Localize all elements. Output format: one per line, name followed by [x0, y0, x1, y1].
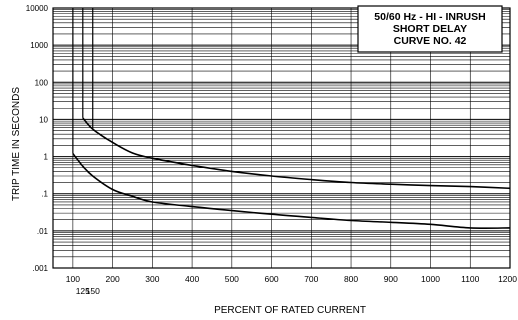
y-tick-label: 10000 — [26, 4, 49, 13]
title-box-border — [357, 5, 503, 53]
x-tick-label: 900 — [384, 274, 398, 284]
x-tick-label: 500 — [225, 274, 239, 284]
x-tick-label: 300 — [145, 274, 159, 284]
y-tick-label: 100 — [35, 78, 49, 87]
curve-line-1 — [72, 153, 511, 229]
x-tick-label: 1100 — [461, 274, 480, 284]
chart-title-line-2: SHORT DELAY — [393, 23, 467, 35]
y-tick-label: 10 — [39, 115, 48, 124]
y-tick-label: 1 — [44, 153, 49, 162]
title-box: 50/60 Hz - HI - INRUSH SHORT DELAY CURVE… — [357, 5, 503, 53]
x-extra-tick-label: 125 — [76, 286, 90, 296]
minor-gridlines — [53, 9, 510, 258]
x-extra-tick-label: 150 — [86, 286, 100, 296]
x-tick-labels: 100 200 300 400 500 600 700 800 900 1000 1100 1200 1… — [66, 274, 517, 296]
curve-line-2 — [82, 117, 511, 190]
x-tick-label: 700 — [304, 274, 318, 284]
x-axis-label: PERCENT OF RATED CURRENT — [214, 305, 366, 316]
x-tick-label: 1200 — [498, 274, 517, 284]
chart-title-line-1: 50/60 Hz - HI - INRUSH — [374, 11, 485, 23]
y-tick-label: .1 — [41, 190, 48, 199]
x-tick-label: 1000 — [421, 274, 440, 284]
x-tick-label: 200 — [106, 274, 120, 284]
x-tick-label: 600 — [264, 274, 278, 284]
y-tick-label: .001 — [32, 264, 48, 273]
y-axis-label: TRIP TIME IN SECONDS — [11, 87, 22, 201]
x-tick-label: 800 — [344, 274, 358, 284]
x-tick-label: 100 — [66, 274, 80, 284]
y-tick-label: 1000 — [30, 41, 48, 50]
vertical-pickup-lines — [72, 8, 94, 154]
y-tick-label: .01 — [37, 227, 49, 236]
plot-frame — [52, 7, 511, 269]
curve-series — [72, 117, 511, 229]
x-tick-label: 400 — [185, 274, 199, 284]
y-tick-labels: .001 .01 .1 1 10 100 1000 10000 — [26, 4, 49, 273]
chart-title-line-3: CURVE NO. 42 — [394, 35, 467, 47]
